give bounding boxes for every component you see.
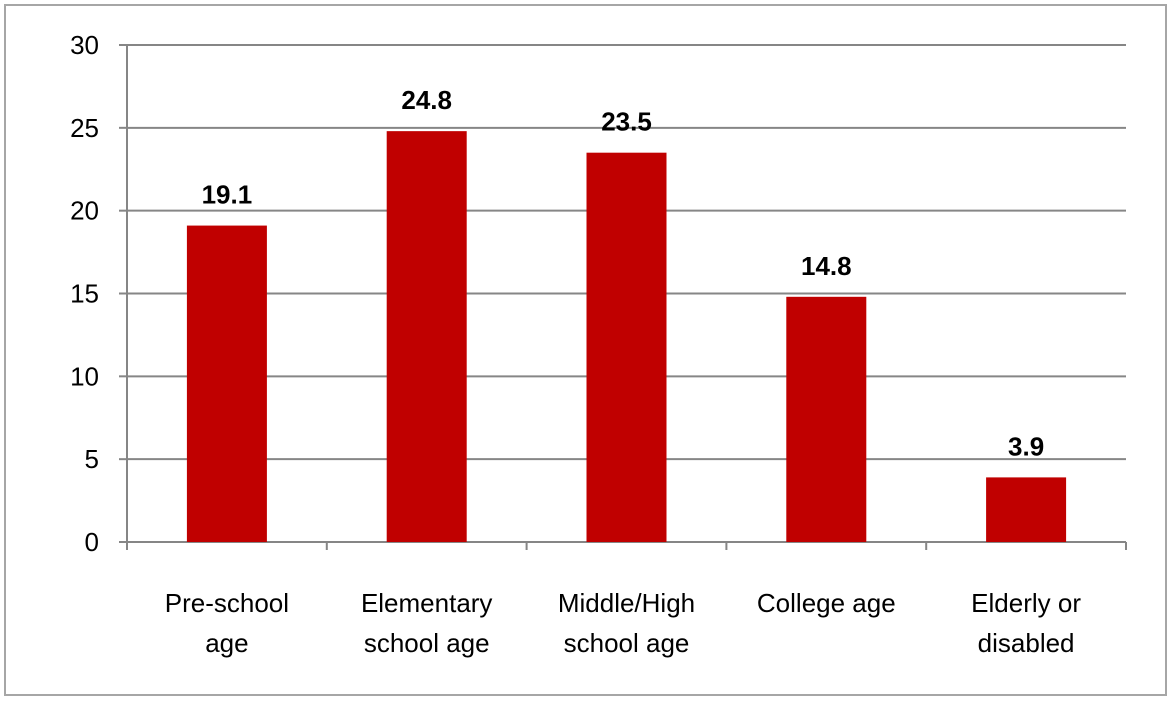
x-tick-label: school age: [564, 628, 690, 658]
x-tick-label: age: [205, 628, 248, 658]
y-tick-label: 20: [70, 196, 99, 226]
x-tick-label: disabled: [978, 628, 1075, 658]
bar: [186, 225, 267, 542]
data-label: 19.1: [202, 180, 253, 210]
data-label: 3.9: [1008, 431, 1044, 461]
y-tick-label: 5: [85, 444, 99, 474]
x-tick-label: Elementary: [361, 588, 493, 618]
y-tick-label: 15: [70, 279, 99, 309]
bar: [786, 296, 867, 542]
x-tick-label: school age: [364, 628, 490, 658]
x-tick-label: Elderly or: [971, 588, 1081, 618]
y-tick-label: 25: [70, 113, 99, 143]
bar: [386, 131, 467, 542]
x-tick-label: College age: [757, 588, 896, 618]
bar: [586, 152, 667, 542]
bar: [986, 477, 1067, 542]
y-tick-label: 0: [85, 527, 99, 557]
x-tick-label: Pre-school: [165, 588, 289, 618]
data-label: 24.8: [401, 85, 452, 115]
x-tick-label: Middle/High: [558, 588, 695, 618]
y-tick-label: 10: [70, 361, 99, 391]
y-tick-label: 30: [70, 30, 99, 60]
data-label: 14.8: [801, 251, 852, 281]
data-label: 23.5: [601, 107, 652, 137]
